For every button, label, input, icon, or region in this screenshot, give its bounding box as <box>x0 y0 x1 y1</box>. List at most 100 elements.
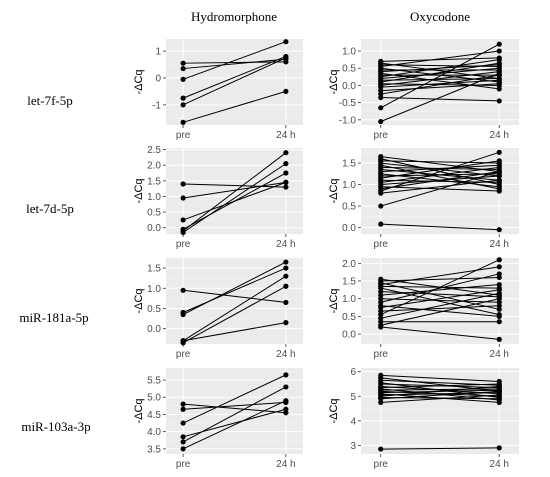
series-line <box>182 408 287 438</box>
point-pre <box>180 119 186 125</box>
row-title-miR-181a-5p: miR-181a-5p <box>19 310 88 325</box>
series-line <box>380 171 500 207</box>
series-line <box>380 383 500 389</box>
y-tick-label: 3 <box>350 441 356 452</box>
point-pre <box>180 406 186 412</box>
point-24h <box>283 283 289 289</box>
series-line <box>380 57 500 62</box>
y-axis-label: -ΔCq <box>133 69 145 94</box>
series-line <box>380 305 500 317</box>
panel-r3-c0: 3.5 4.0 4.5 5.0 5.5 pre 24 h -ΔCq <box>133 368 303 470</box>
column-title-hydromorphone: Hydromorphone <box>191 9 277 24</box>
series-line <box>380 74 500 95</box>
y-tick-label: 1.0 <box>147 192 161 203</box>
series-line <box>380 71 500 86</box>
point-24h <box>496 149 502 155</box>
series-line <box>182 261 287 315</box>
y-axis-label: -ΔCq <box>133 398 145 423</box>
y-tick-label: 0 <box>155 73 161 84</box>
y-tick-label: 1.5 <box>342 159 356 170</box>
series-line <box>182 90 287 123</box>
point-24h <box>283 170 289 176</box>
y-tick-label: 1.5 <box>147 264 161 275</box>
series-line <box>380 276 500 282</box>
point-24h <box>496 271 502 277</box>
panel-background <box>166 39 303 125</box>
series-line <box>380 298 500 326</box>
y-tick-label: 6 <box>350 367 356 378</box>
point-pre <box>180 76 186 82</box>
point-24h <box>496 227 502 233</box>
point-pre <box>378 94 384 101</box>
panel-background <box>166 148 303 234</box>
series-line <box>380 62 500 80</box>
point-pre <box>378 446 384 452</box>
y-tick-label: 2.0 <box>342 259 356 270</box>
series-line <box>182 57 287 106</box>
point-pre <box>378 399 384 405</box>
series-line <box>380 305 500 312</box>
y-tick-label: 5.0 <box>147 393 161 404</box>
column-title-oxycodone: Oxycodone <box>410 9 470 24</box>
y-tick-label: 0.5 <box>147 208 161 219</box>
y-tick-label: 1 <box>155 47 161 58</box>
point-pre <box>180 217 186 223</box>
point-24h <box>496 48 502 54</box>
series-line <box>380 282 500 310</box>
x-tick-label: pre <box>176 349 191 360</box>
point-pre <box>180 95 186 101</box>
point-24h <box>496 396 502 402</box>
series-line <box>380 390 500 400</box>
y-axis-label: -ΔCq <box>133 178 145 203</box>
x-tick-label: pre <box>176 459 191 470</box>
series-line <box>380 160 500 179</box>
point-24h <box>496 41 502 47</box>
point-24h <box>496 257 502 263</box>
series-line <box>183 403 286 414</box>
series-line <box>183 181 286 199</box>
y-tick-label: 0.0 <box>342 223 356 234</box>
panel-r1-c0: 0.0 0.5 1.0 1.5 2.0 2.5 pre 24 h -ΔCq <box>133 145 303 250</box>
series-line <box>380 447 500 450</box>
point-pre <box>180 311 186 318</box>
point-24h <box>283 320 289 326</box>
point-24h <box>496 177 502 183</box>
x-tick-label: 24 h <box>276 239 295 250</box>
series-line <box>380 96 500 102</box>
point-pre <box>180 181 186 187</box>
point-pre <box>180 65 186 72</box>
point-pre <box>378 118 384 125</box>
y-tick-label: 4.5 <box>147 410 161 421</box>
point-pre <box>378 190 384 196</box>
y-tick-label: 0.5 <box>342 202 356 213</box>
y-tick-label: 5 <box>350 392 356 403</box>
point-24h <box>283 55 289 61</box>
y-axis-label: -ΔCq <box>328 288 340 313</box>
row-title-let-7d-5p: let-7d-5p <box>26 201 74 216</box>
x-tick-label: pre <box>374 239 389 250</box>
series-line <box>182 163 287 233</box>
y-tick-label: 0.5 <box>342 312 356 323</box>
point-24h <box>496 158 502 164</box>
y-tick-label: 0.5 <box>342 64 356 75</box>
x-tick-label: pre <box>176 130 191 141</box>
point-24h <box>283 39 289 45</box>
series-line <box>380 388 500 391</box>
series-line <box>380 43 500 109</box>
point-24h <box>283 273 289 279</box>
point-24h <box>283 398 289 404</box>
y-tick-label: 4.0 <box>147 427 161 438</box>
row-title-let-7f-5p: let-7f-5p <box>27 93 72 108</box>
series-line <box>380 62 500 83</box>
y-tick-label: 3.5 <box>147 444 161 455</box>
point-24h <box>496 388 502 394</box>
series-line <box>380 273 500 303</box>
point-pre <box>180 229 186 236</box>
series-line <box>380 326 500 340</box>
point-24h <box>496 303 502 309</box>
panel-r0-c1: -1.0 -0.5 0.0 0.5 1.0 pre 24 h -ΔCq <box>328 39 519 141</box>
x-tick-label: 24 h <box>276 349 295 360</box>
point-pre <box>180 60 186 66</box>
series-line <box>380 83 500 92</box>
point-24h <box>496 290 502 296</box>
